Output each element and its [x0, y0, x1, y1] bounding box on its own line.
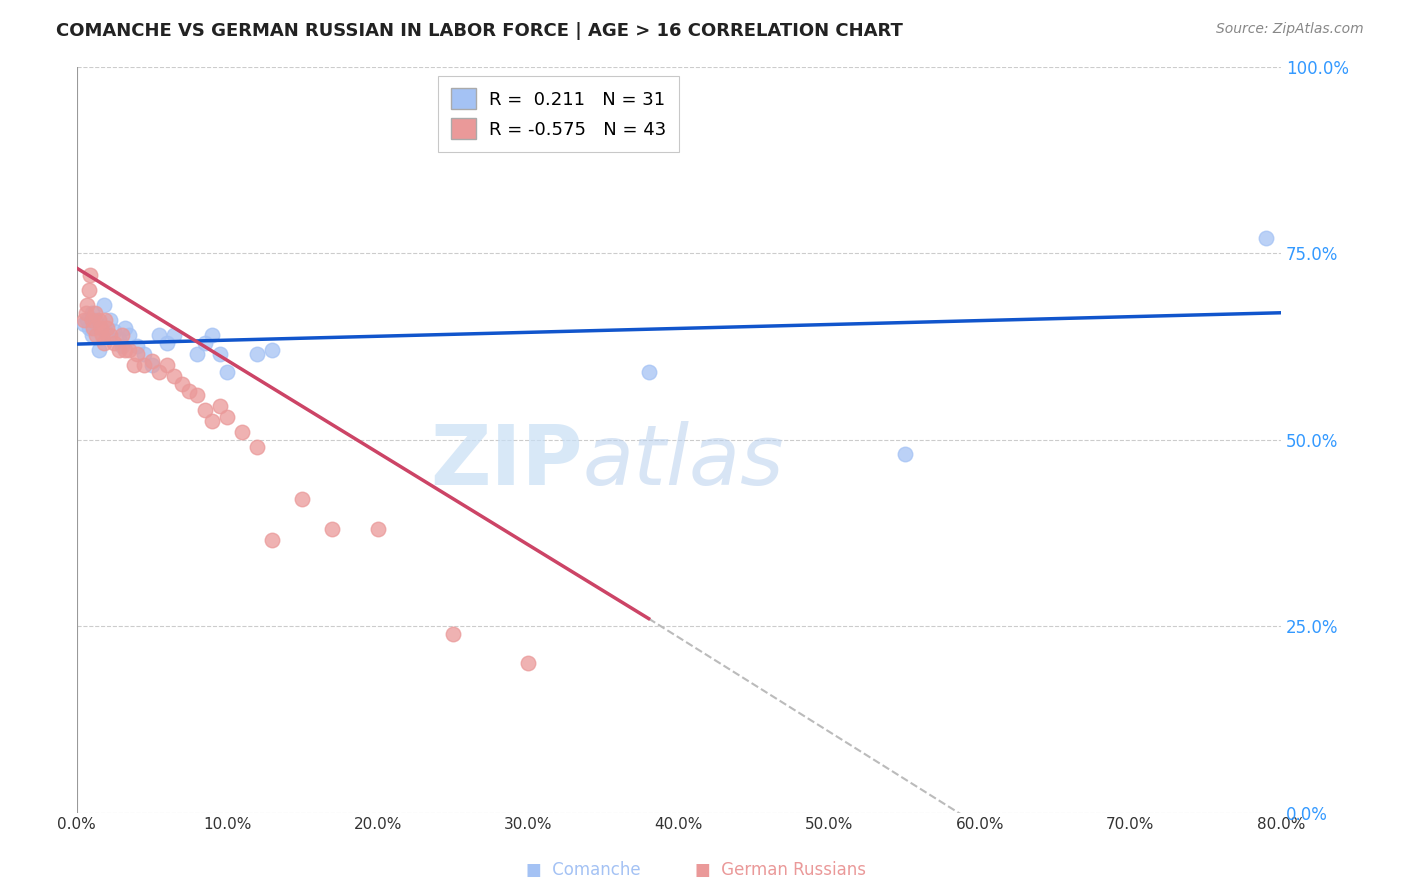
Point	[80, 313, 103, 327]
Point	[103, 335, 125, 350]
Point	[246, 440, 269, 454]
Point	[118, 328, 141, 343]
Point	[517, 657, 540, 671]
Point	[103, 325, 125, 339]
Point	[170, 376, 193, 391]
Point	[73, 317, 96, 331]
Point	[76, 298, 98, 312]
Point	[75, 306, 97, 320]
Point	[141, 354, 163, 368]
Point	[125, 339, 148, 353]
Point	[367, 522, 389, 536]
Point	[291, 492, 314, 507]
Point	[93, 335, 115, 350]
Point	[893, 448, 915, 462]
Point	[84, 328, 107, 343]
Point	[98, 328, 121, 343]
Point	[114, 343, 136, 357]
Point	[156, 335, 179, 350]
Point	[96, 328, 118, 343]
Point	[134, 347, 156, 361]
Point	[156, 358, 179, 372]
Point	[321, 522, 343, 536]
Point	[94, 313, 117, 327]
Point	[83, 313, 105, 327]
Point	[77, 320, 100, 334]
Point	[193, 335, 215, 350]
Point	[80, 328, 103, 343]
Point	[148, 366, 170, 380]
Point	[208, 399, 231, 413]
Point	[125, 347, 148, 361]
Text: ZIP: ZIP	[430, 421, 582, 502]
Point	[186, 347, 208, 361]
Point	[111, 339, 134, 353]
Point	[89, 343, 111, 357]
Text: Source: ZipAtlas.com: Source: ZipAtlas.com	[1216, 22, 1364, 37]
Point	[262, 343, 284, 357]
Point	[201, 414, 224, 428]
Point	[141, 358, 163, 372]
Point	[118, 343, 141, 357]
Point	[193, 402, 215, 417]
Point	[98, 313, 121, 327]
Text: ■  Comanche: ■ Comanche	[526, 861, 641, 879]
Point	[77, 284, 100, 298]
Point	[217, 366, 239, 380]
Point	[111, 328, 134, 343]
Point	[107, 343, 129, 357]
Point	[79, 268, 101, 283]
Point	[76, 313, 98, 327]
Point	[73, 313, 96, 327]
Point	[208, 347, 231, 361]
Point	[441, 626, 464, 640]
Legend: R =  0.211   N = 31, R = -0.575   N = 43: R = 0.211 N = 31, R = -0.575 N = 43	[439, 76, 679, 152]
Point	[217, 410, 239, 425]
Point	[262, 533, 284, 548]
Point	[89, 313, 111, 327]
Point	[163, 369, 186, 384]
Point	[246, 347, 269, 361]
Point	[148, 328, 170, 343]
Point	[90, 320, 112, 334]
Point	[107, 332, 129, 346]
Point	[1254, 231, 1277, 245]
Text: atlas: atlas	[582, 421, 785, 502]
Point	[80, 306, 103, 320]
Point	[93, 298, 115, 312]
Point	[637, 366, 659, 380]
Point	[201, 328, 224, 343]
Point	[82, 320, 104, 334]
Point	[134, 358, 156, 372]
Point	[231, 425, 253, 439]
Point	[83, 306, 105, 320]
Point	[179, 384, 201, 398]
Point	[96, 320, 118, 334]
Point	[91, 328, 114, 343]
Point	[186, 388, 208, 402]
Text: ■  German Russians: ■ German Russians	[695, 861, 866, 879]
Point	[163, 328, 186, 343]
Point	[122, 358, 145, 372]
Point	[114, 320, 136, 334]
Text: COMANCHE VS GERMAN RUSSIAN IN LABOR FORCE | AGE > 16 CORRELATION CHART: COMANCHE VS GERMAN RUSSIAN IN LABOR FORC…	[56, 22, 903, 40]
